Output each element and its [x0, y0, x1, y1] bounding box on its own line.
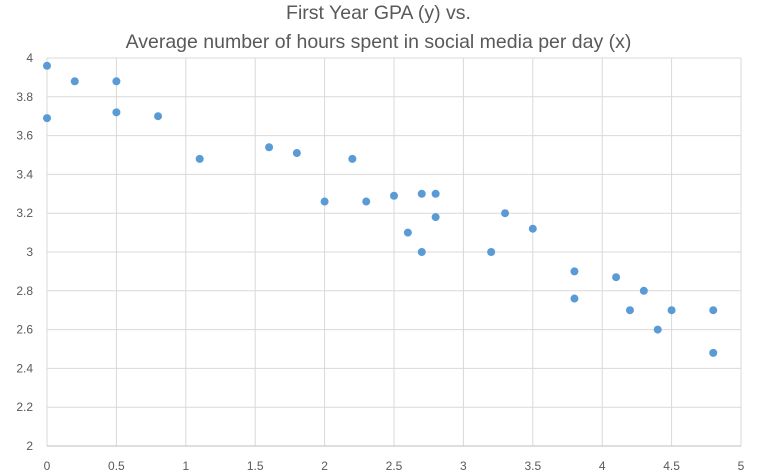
data-point [528, 224, 537, 233]
x-tick-label: 4.5 [663, 459, 680, 473]
data-point [639, 286, 648, 295]
y-tick-label: 2.2 [16, 400, 33, 414]
y-tick-label: 3.4 [16, 167, 33, 181]
data-point [43, 114, 51, 123]
x-tick-label: 0 [44, 459, 51, 473]
data-point [570, 294, 579, 303]
data-point [403, 228, 412, 237]
data-point [348, 154, 357, 163]
x-tick-label: 1.5 [247, 459, 264, 473]
data-point [653, 325, 662, 334]
data-point [667, 306, 676, 315]
data-point [154, 112, 163, 121]
data-point [501, 209, 510, 218]
data-point [417, 189, 426, 198]
chart-title-line-1: First Year GPA (y) vs. [286, 2, 471, 24]
y-tick-label: 3.6 [16, 129, 33, 143]
data-point [625, 306, 634, 315]
y-tick-label: 2.6 [16, 323, 33, 337]
y-tick-label: 2.8 [16, 284, 33, 298]
data-point [292, 149, 301, 158]
data-point [390, 191, 398, 200]
data-point [195, 154, 204, 163]
data-point [431, 213, 440, 222]
chart-title-line-2: Average number of hours spent in social … [125, 31, 632, 53]
data-point [570, 267, 579, 276]
data-point [112, 77, 121, 86]
x-tick-label: 1 [182, 459, 189, 473]
y-tick-label: 3.2 [16, 206, 33, 220]
x-tick-label: 3 [460, 459, 467, 473]
data-point [43, 61, 51, 70]
x-tick-label: 3.5 [524, 459, 541, 473]
data-point [362, 197, 371, 206]
data-point [431, 189, 440, 198]
data-point [320, 197, 329, 206]
data-point [709, 348, 718, 357]
data-point [709, 306, 718, 315]
x-tick-label: 5 [738, 459, 745, 473]
y-tick-label: 3 [26, 245, 33, 259]
y-tick-label: 3.8 [16, 90, 33, 104]
x-tick-label: 0.5 [108, 459, 125, 473]
y-tick-label: 2.4 [16, 361, 33, 375]
data-point [265, 143, 274, 152]
x-tick-label: 4 [599, 459, 606, 473]
x-tick-label: 2.5 [386, 459, 403, 473]
x-tick-label: 2 [321, 459, 328, 473]
data-point [487, 248, 496, 256]
data-point [417, 248, 426, 256]
y-tick-label: 2 [26, 439, 33, 453]
data-point [112, 108, 121, 117]
y-tick-label: 4 [26, 51, 33, 65]
data-point [612, 273, 621, 282]
data-point [70, 77, 79, 86]
